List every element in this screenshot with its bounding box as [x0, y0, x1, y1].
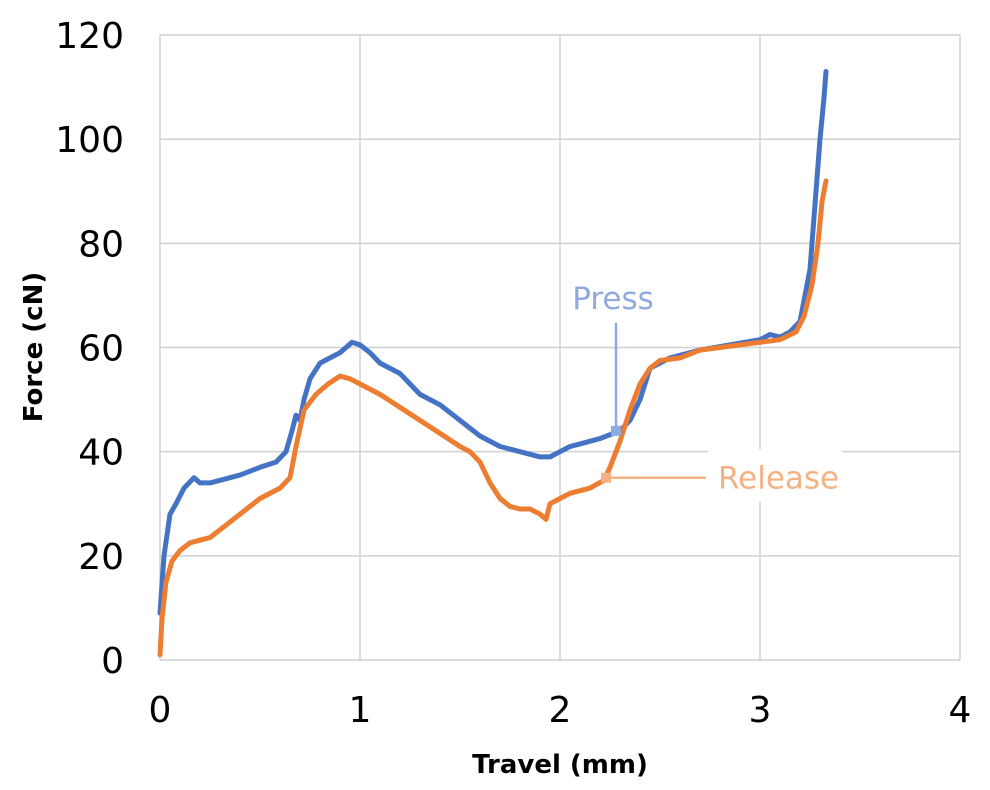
- press-callout-marker: [611, 425, 621, 436]
- annotations: Press Release: [572, 281, 842, 502]
- y-tick-label: 60: [78, 329, 124, 370]
- y-axis-title: Force (cN): [19, 272, 49, 422]
- press-label: Press: [572, 281, 654, 317]
- x-tick-label: 0: [149, 690, 172, 731]
- x-tick-label: 1: [349, 690, 372, 731]
- series-line-release: [157, 178, 829, 658]
- y-tick-label: 0: [101, 641, 124, 682]
- y-tick-label: 120: [55, 16, 124, 57]
- series-lines: [157, 69, 829, 658]
- y-tick-label: 20: [78, 537, 124, 578]
- release-label-bg: [708, 449, 842, 502]
- y-tick-label: 100: [55, 120, 124, 161]
- x-axis-title: Travel (mm): [472, 750, 648, 780]
- y-tick-label: 40: [78, 433, 124, 474]
- release-label: Release: [718, 461, 839, 497]
- x-tick-label: 3: [749, 690, 772, 731]
- release-callout-marker: [601, 472, 611, 483]
- x-tick-label: 4: [949, 690, 972, 731]
- x-tick-label: 2: [549, 690, 572, 731]
- tick-labels: 0 20 40 60 80 100 120 0 1 2 3 4: [55, 16, 971, 731]
- y-tick-label: 80: [78, 224, 124, 265]
